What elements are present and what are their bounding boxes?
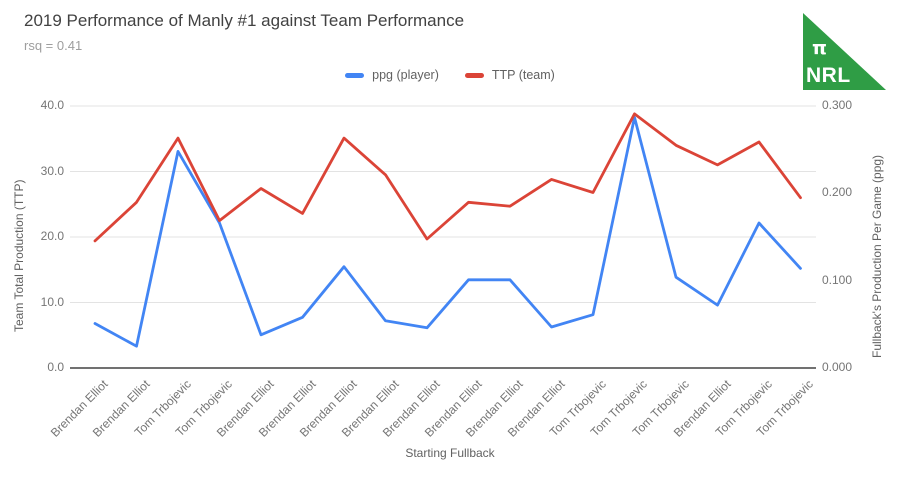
left-axis-tick-label: 30.0 [40, 163, 64, 178]
nrl-logo-text: NRL [806, 64, 851, 87]
left-axis-tick-label: 20.0 [40, 229, 64, 243]
left-axis-tick-label: 40.0 [40, 98, 64, 112]
left-axis-tick-label: 0.0 [47, 360, 64, 374]
right-axis-tick-label: 0.100 [822, 272, 853, 287]
legend-item-ppg: ppg (player) [345, 68, 439, 82]
ppg-series-swatch [345, 72, 365, 78]
logo-triangle [803, 13, 886, 90]
right-axis-tick-label: 0.000 [822, 360, 853, 374]
pi-icon: π [812, 37, 827, 59]
left-axis-tick-label: 10.0 [40, 294, 64, 309]
legend: ppg (player) TTP (team) [86, 68, 814, 82]
ttp-series-swatch [464, 72, 484, 78]
nrl-logo: π NRL [803, 13, 886, 90]
chart-title: 2019 Performance of Manly #1 against Tea… [24, 11, 465, 30]
right-axis-tick-label: 0.300 [822, 98, 853, 112]
legend-item-ttp: TTP (team) [464, 68, 555, 82]
right-axis-title: Fullback's Production Per Game (ppg) [870, 154, 884, 358]
chart-subtitle: rsq = 0.41 [24, 38, 83, 53]
ppg-series-label: ppg (player) [372, 68, 439, 82]
x-axis-title: Starting Fullback [405, 446, 495, 460]
left-axis-title: Team Total Production (TTP) [12, 179, 26, 332]
ttp-line [93, 112, 802, 243]
right-axis-tick-label: 0.200 [822, 185, 853, 200]
ppg-line [93, 116, 802, 348]
ttp-series-label: TTP (team) [491, 68, 555, 82]
